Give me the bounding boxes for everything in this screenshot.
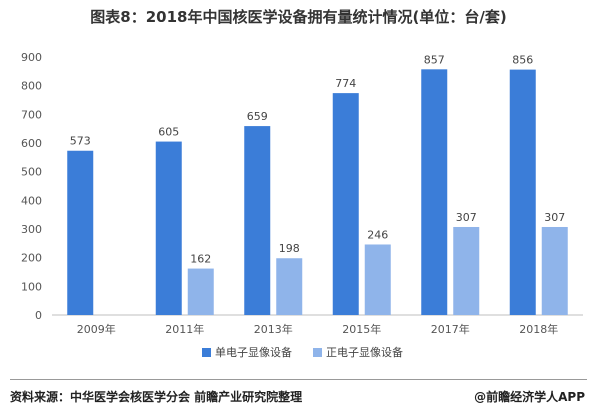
y-tick-label: 200 xyxy=(21,252,42,265)
data-label: 162 xyxy=(190,253,211,266)
x-tick-label: 2015年 xyxy=(342,322,381,336)
y-tick-label: 600 xyxy=(21,137,42,150)
legend-swatch xyxy=(202,348,211,357)
bar-single-photon xyxy=(332,93,359,316)
data-label: 307 xyxy=(544,211,565,224)
y-tick-label: 0 xyxy=(35,309,42,322)
y-tick-label: 400 xyxy=(21,194,42,207)
bar-single-photon xyxy=(67,150,94,315)
data-label: 659 xyxy=(247,110,268,123)
data-label: 573 xyxy=(70,135,91,148)
data-label: 774 xyxy=(335,77,356,90)
x-tick-label: 2017年 xyxy=(431,322,470,336)
bar-positron xyxy=(453,226,480,315)
data-label: 605 xyxy=(158,126,179,139)
x-tick-label: 2013年 xyxy=(254,322,293,336)
data-label: 857 xyxy=(424,53,445,66)
y-tick-label: 900 xyxy=(21,51,42,64)
bar-positron xyxy=(541,226,568,315)
bar-single-photon xyxy=(421,69,448,316)
legend-swatch xyxy=(313,348,322,357)
bar-positron xyxy=(364,244,391,315)
data-label: 198 xyxy=(279,242,300,255)
bar-positron xyxy=(187,268,214,315)
x-tick-label: 2009年 xyxy=(77,322,116,336)
data-label: 307 xyxy=(456,211,477,224)
bar-positron xyxy=(276,258,303,315)
chart-title: 图表8：2018年中国核医学设备拥有量统计情况(单位：台/套) xyxy=(90,8,507,26)
y-tick-label: 100 xyxy=(21,280,42,293)
x-tick-label: 2011年 xyxy=(165,322,204,336)
footer-divider xyxy=(10,379,587,380)
bar-single-photon xyxy=(509,69,536,315)
y-tick-label: 500 xyxy=(21,166,42,179)
y-tick-label: 300 xyxy=(21,223,42,236)
y-tick-label: 700 xyxy=(21,108,42,121)
data-label: 856 xyxy=(512,54,533,67)
data-label: 246 xyxy=(367,228,388,241)
bar-single-photon xyxy=(155,141,182,315)
legend-label: 正电子显像设备 xyxy=(326,345,403,359)
legend-label: 单电子显像设备 xyxy=(215,345,292,359)
bar-single-photon xyxy=(244,126,271,315)
y-tick-label: 800 xyxy=(21,80,42,93)
x-tick-label: 2018年 xyxy=(519,322,558,336)
brand-credit: @前瞻经济学人APP xyxy=(474,390,585,404)
source-note: 资料来源：中华医学会核医学分会 前瞻产业研究院整理 xyxy=(10,390,303,404)
